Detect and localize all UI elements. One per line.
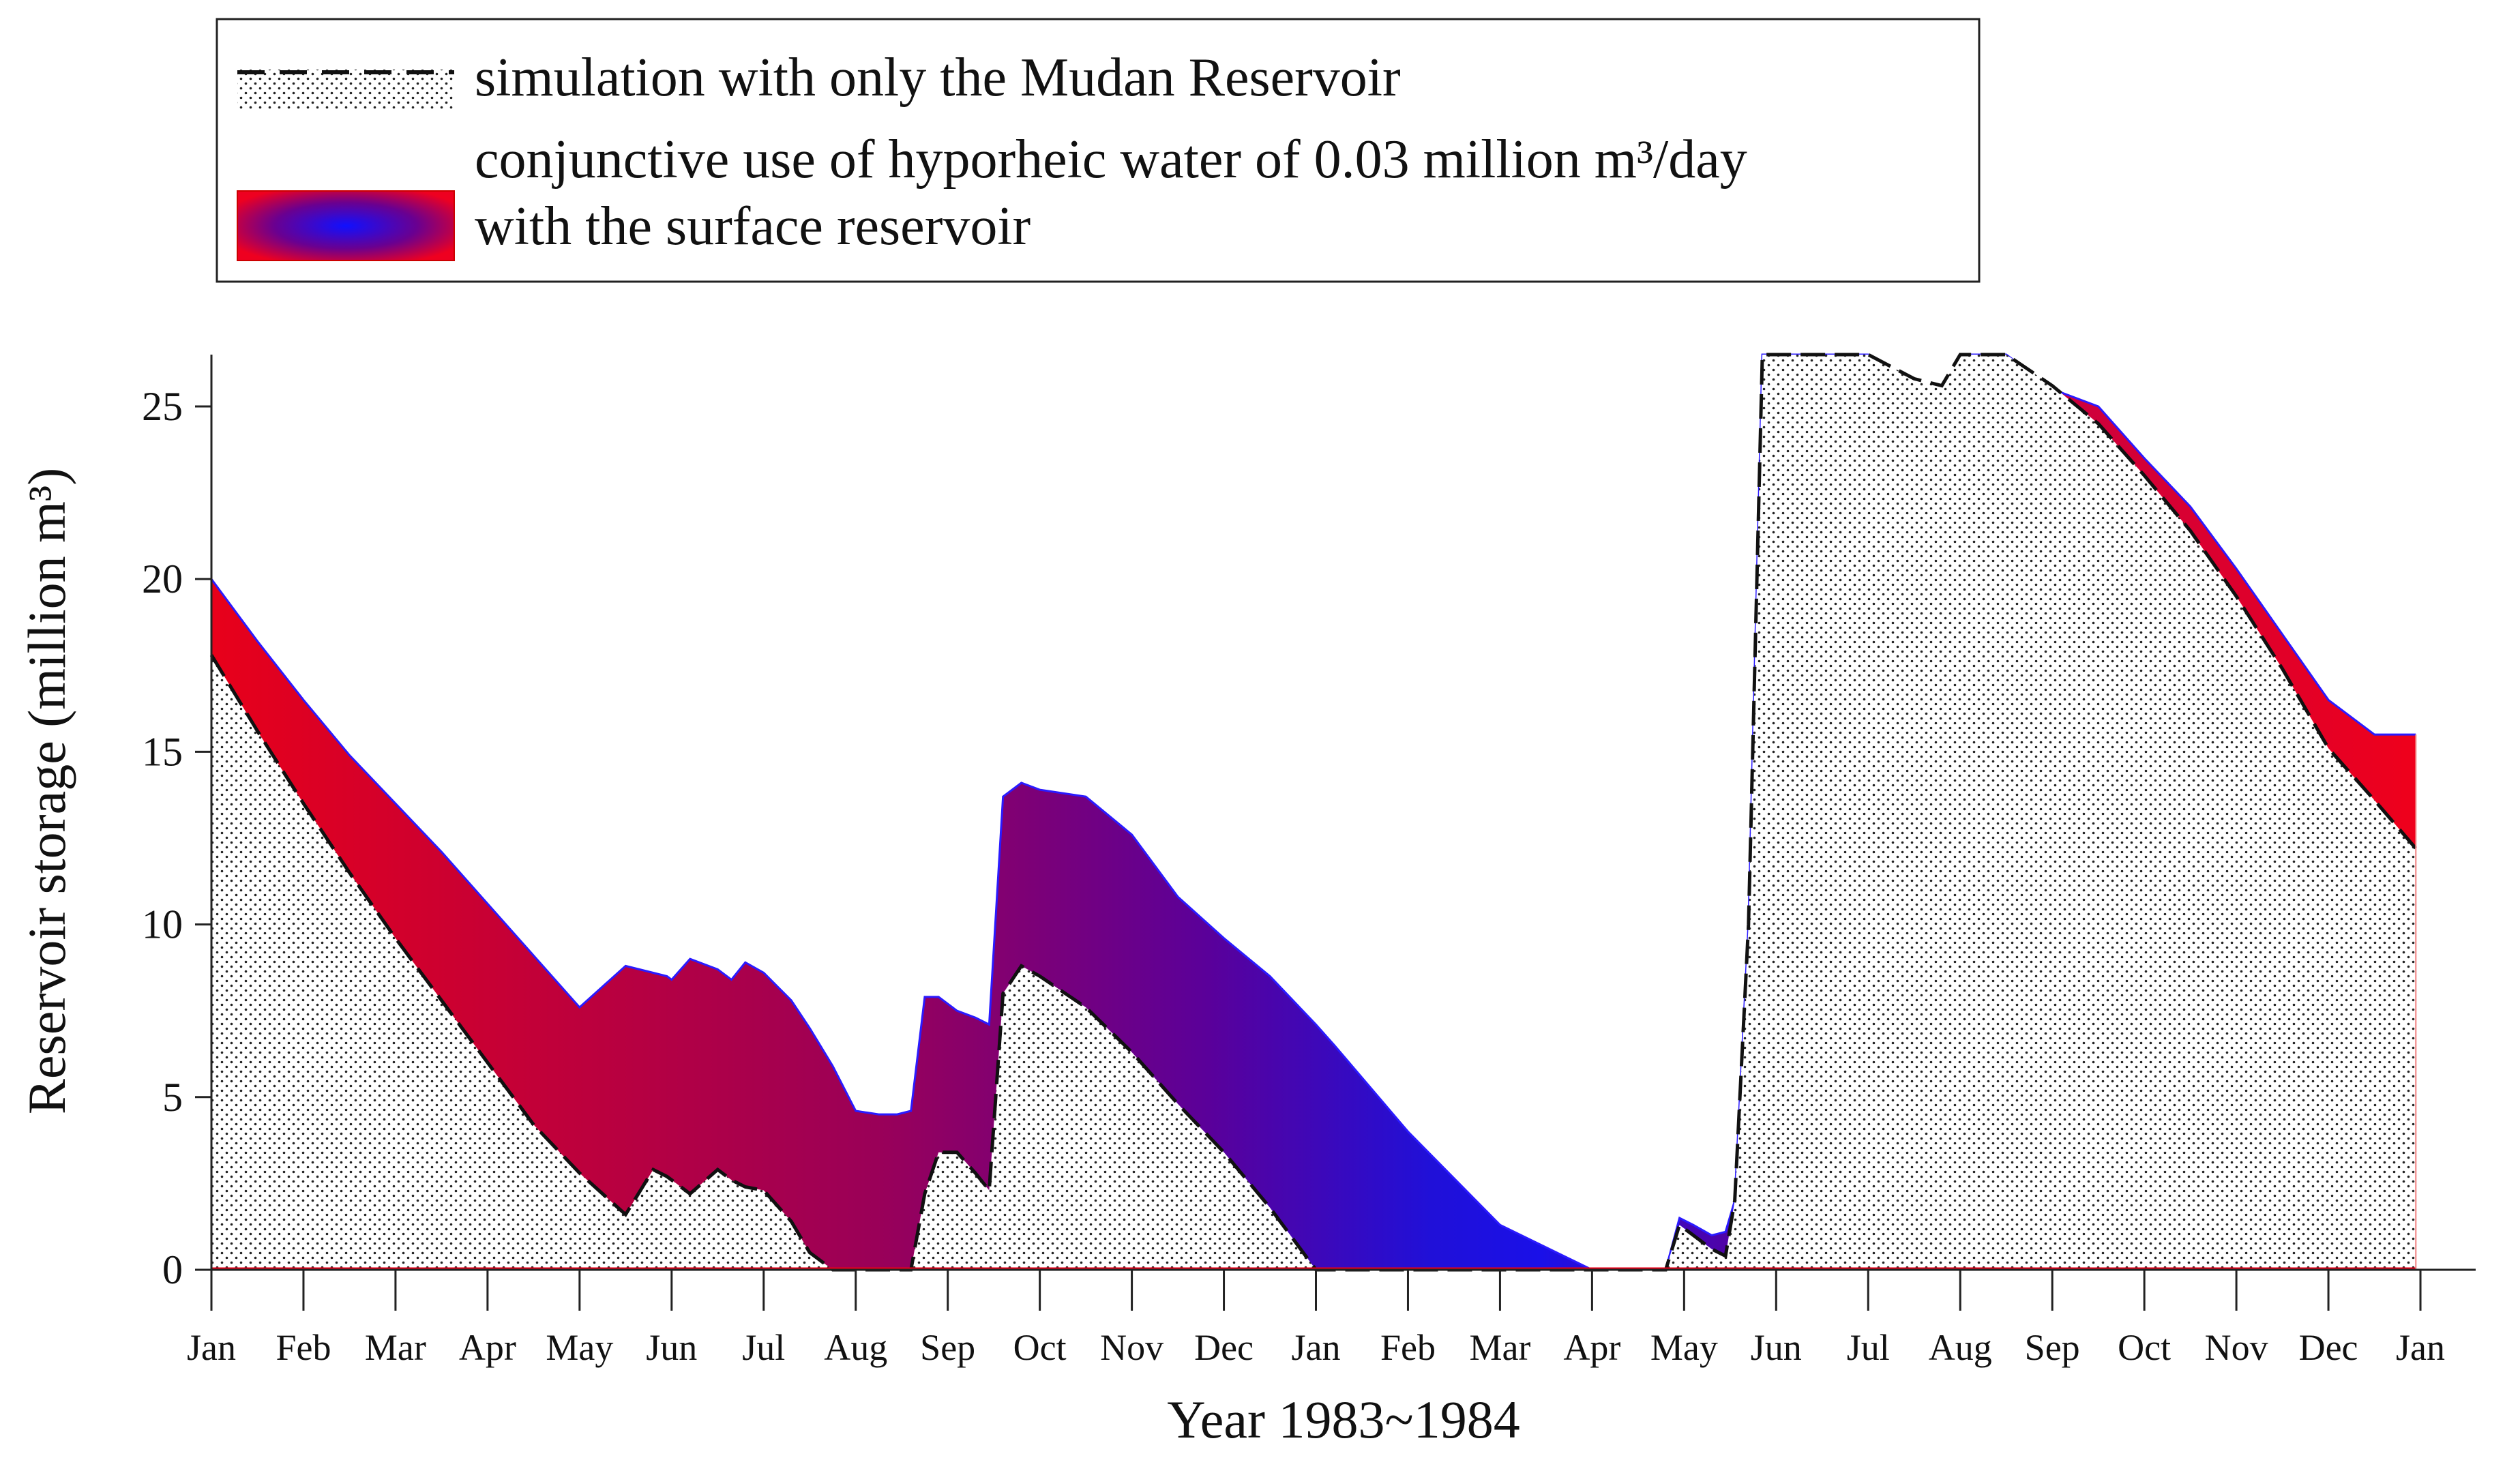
x-tick-label: Aug <box>1929 1327 1992 1368</box>
x-tick-label: Feb <box>1380 1327 1436 1368</box>
legend-swatch-gradient <box>237 190 455 261</box>
legend-entry-2-line-2: with the surface reservoir <box>475 196 1031 256</box>
y-tick-label: 15 <box>142 729 183 774</box>
x-tick-label: Dec <box>2299 1327 2358 1368</box>
legend-entry-1: simulation with only the Mudan Reservoir <box>475 48 1401 108</box>
x-axis-title: Year 1983~1984 <box>1167 1390 1520 1449</box>
x-tick-label: Nov <box>2205 1327 2268 1368</box>
x-tick-label: Oct <box>1013 1327 1067 1368</box>
plot-areas <box>209 353 2418 1272</box>
y-tick-label: 5 <box>162 1075 183 1120</box>
x-tick-label: Jan <box>187 1327 236 1368</box>
x-tick-label: Mar <box>1469 1327 1530 1368</box>
y-tick-label: 20 <box>142 556 183 601</box>
legend-box <box>216 18 1981 283</box>
x-tick-label: Dec <box>1194 1327 1254 1368</box>
x-tick-label: Jul <box>1847 1327 1890 1368</box>
x-tick-label: Sep <box>920 1327 975 1368</box>
x-tick-label: Oct <box>2118 1327 2171 1368</box>
x-tick-label: Jul <box>742 1327 785 1368</box>
x-tick-label: Mar <box>365 1327 426 1368</box>
x-tick-label: Sep <box>2025 1327 2080 1368</box>
legend: simulation with only the Mudan Reservoir… <box>216 18 1981 283</box>
x-tick-label: Apr <box>1563 1327 1620 1368</box>
x-tick-label: Jan <box>2396 1327 2445 1368</box>
x-tick-label: May <box>1650 1327 1718 1368</box>
x-tick-label: Aug <box>824 1327 887 1368</box>
x-tick-label: May <box>546 1327 613 1368</box>
x-tick-label: Feb <box>276 1327 331 1368</box>
y-tick-label: 10 <box>142 902 183 947</box>
y-tick-label: 0 <box>162 1247 183 1292</box>
x-tick-label: Jan <box>1292 1327 1341 1368</box>
legend-entry-2-line-1: conjunctive use of hyporheic water of 0.… <box>475 130 1747 190</box>
y-tick-label: 25 <box>142 384 183 429</box>
axes: 0 5 10 15 20 25 Jan Feb Mar Apr May Jun Jul Aug Sep Oc… <box>142 355 2476 1368</box>
series-baseline-line <box>209 353 2418 1272</box>
x-ticks: Jan Feb Mar Apr May Jun Jul Aug Sep Oct Nov Dec Jan F… <box>187 1270 2445 1368</box>
x-tick-label: Jun <box>646 1327 697 1368</box>
y-axis-title: Reservoir storage (million m³) <box>17 468 76 1114</box>
series-baseline-area <box>211 355 2416 1270</box>
y-ticks: 0 5 10 15 20 25 <box>142 384 211 1292</box>
x-tick-label: Jun <box>1751 1327 1802 1368</box>
x-tick-label: Apr <box>459 1327 516 1368</box>
legend-swatch-dotted <box>237 70 454 109</box>
x-tick-label: Nov <box>1100 1327 1163 1368</box>
